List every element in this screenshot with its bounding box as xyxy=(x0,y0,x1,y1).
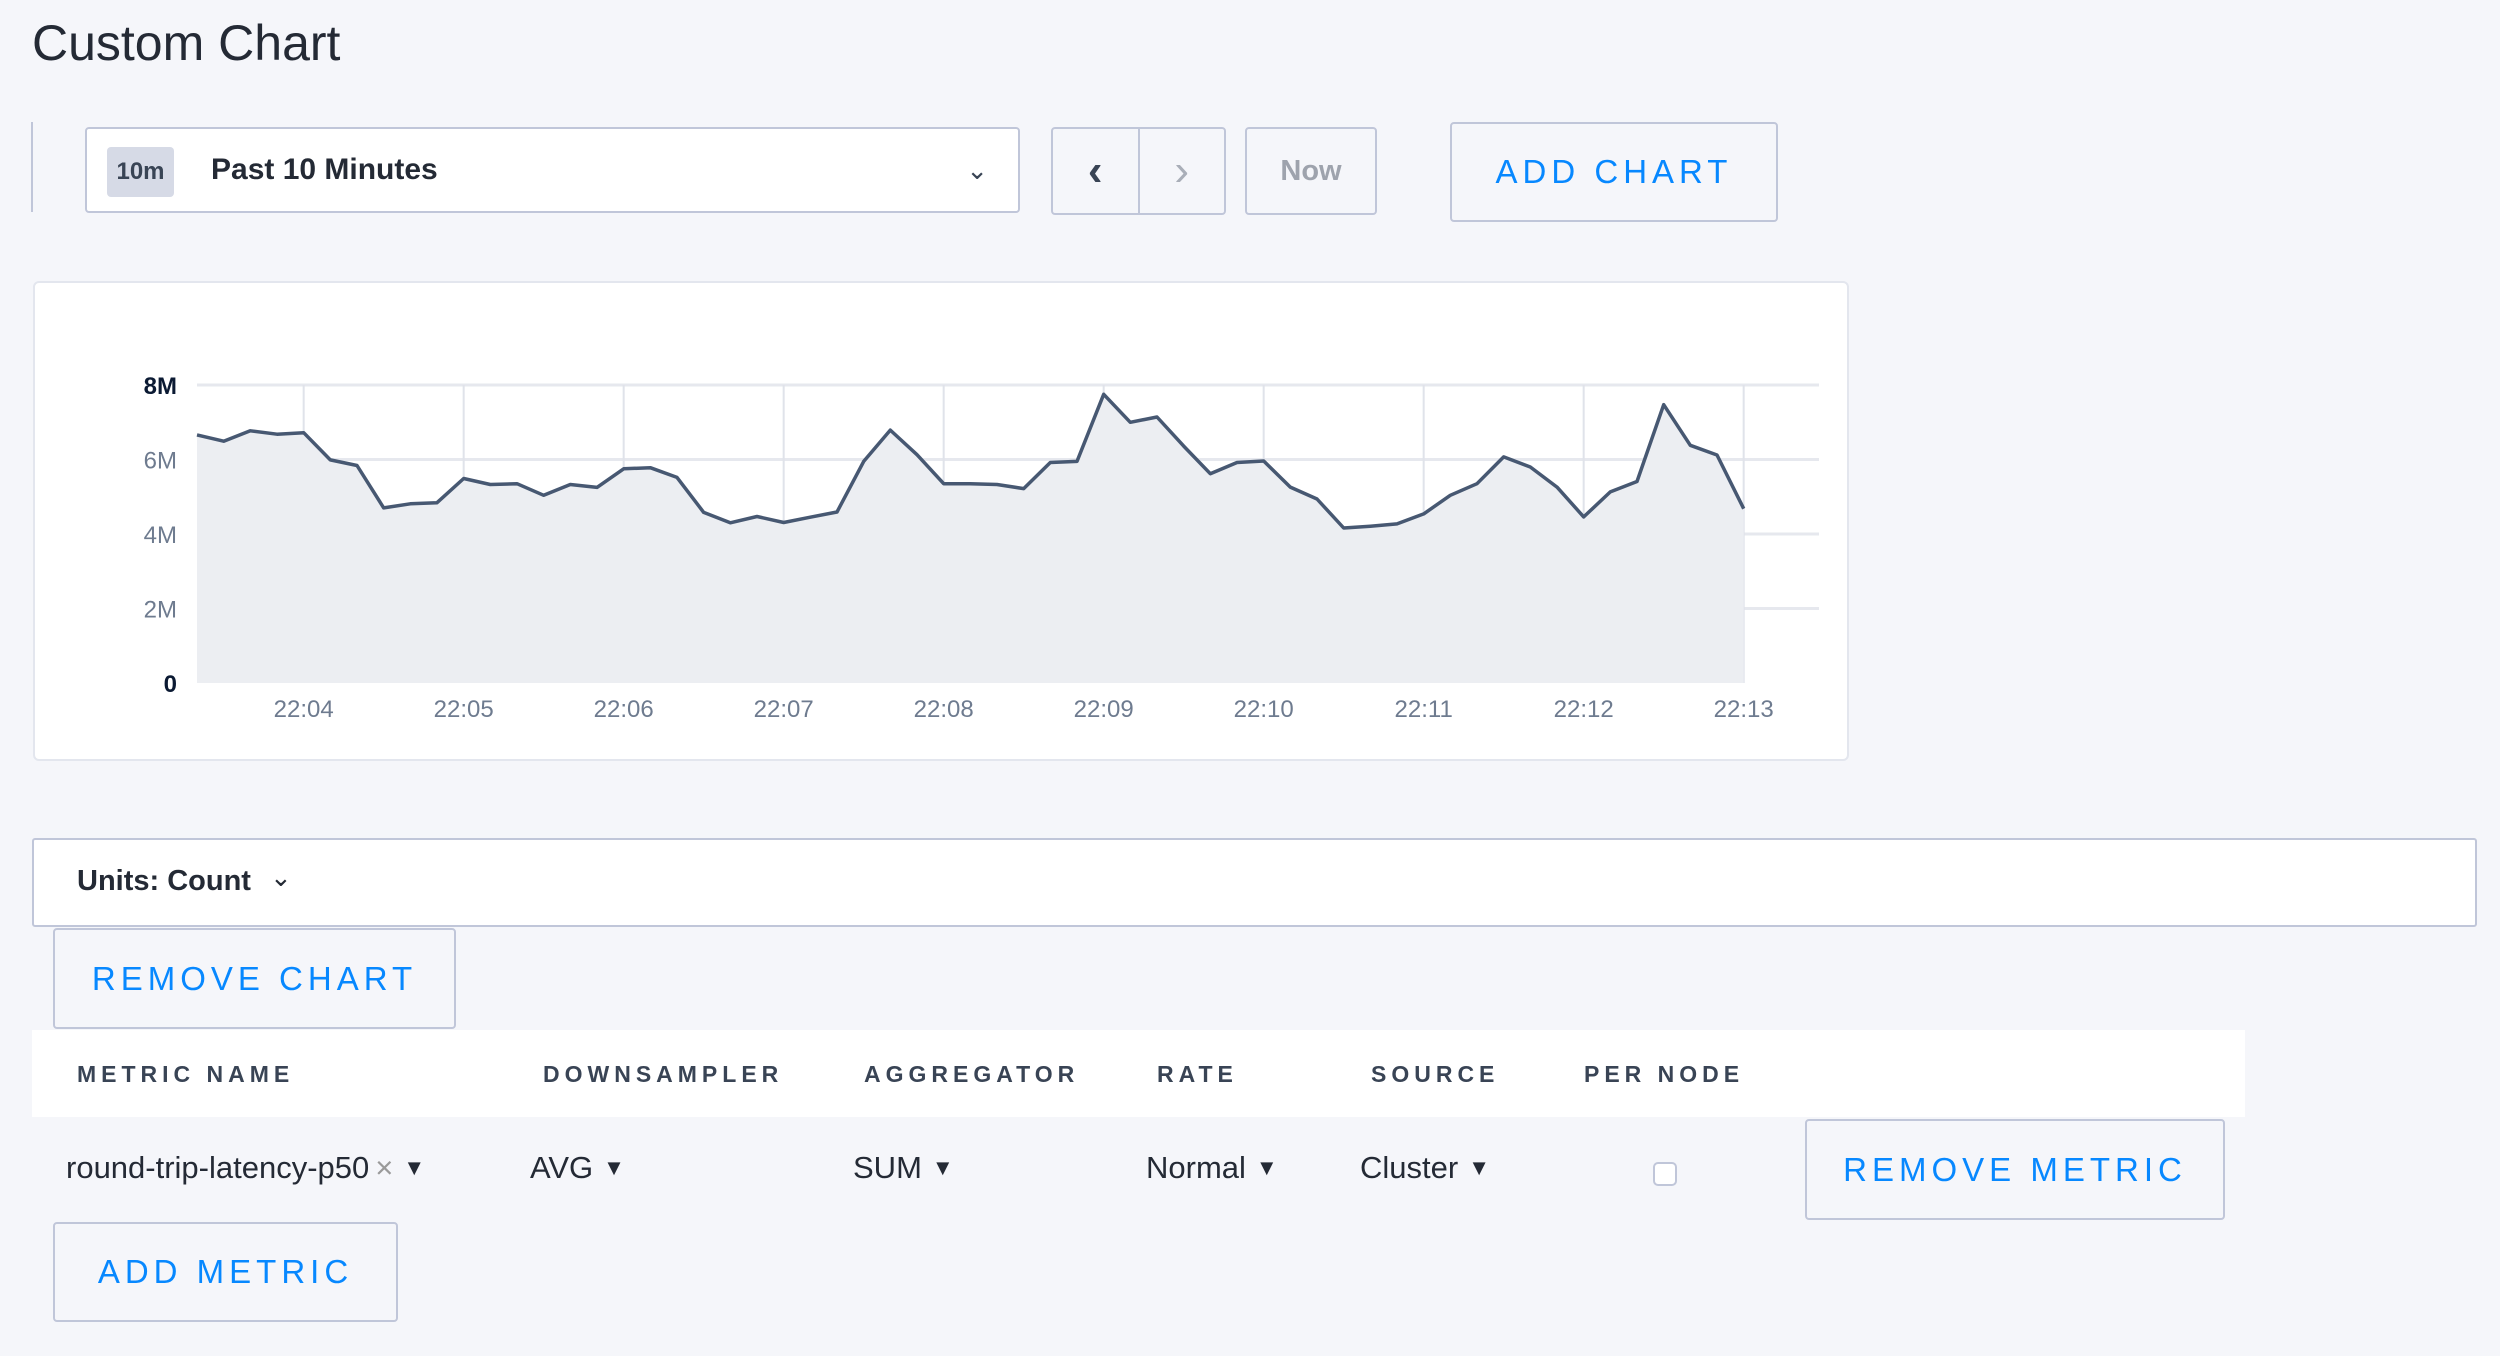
downsampler-select[interactable]: AVG ▼ xyxy=(530,1150,625,1186)
metric-name-select[interactable]: round-trip-latency-p50 × ▼ xyxy=(66,1150,425,1186)
time-range-dropdown[interactable]: 10m Past 10 Minutes ⌄ xyxy=(85,127,1020,213)
y-tick-label: 2M xyxy=(144,597,177,624)
x-tick-label: 22:04 xyxy=(274,696,334,723)
header-rate: RATE xyxy=(1157,1061,1238,1087)
remove-metric-button[interactable]: REMOVE METRIC xyxy=(1805,1119,2225,1220)
chevron-down-icon: ⌄ xyxy=(966,155,988,185)
divider xyxy=(31,122,33,212)
caret-down-icon: ▼ xyxy=(1468,1155,1490,1180)
x-tick-label: 22:07 xyxy=(754,696,814,723)
x-tick-label: 22:13 xyxy=(1714,696,1774,723)
units-dropdown[interactable]: Units: Count ⌄ xyxy=(32,838,2477,927)
source-select[interactable]: Cluster ▼ xyxy=(1360,1150,1490,1186)
header-source: SOURCE xyxy=(1371,1061,1500,1087)
add-metric-button[interactable]: ADD METRIC xyxy=(53,1222,398,1322)
caret-down-icon: ▼ xyxy=(1255,1155,1278,1180)
header-aggregator: AGGREGATOR xyxy=(864,1061,1080,1087)
units-label: Units: Count xyxy=(77,865,251,897)
aggregator-value: SUM xyxy=(853,1150,922,1185)
caret-down-icon: ▼ xyxy=(603,1155,625,1180)
range-badge: 10m xyxy=(107,147,174,197)
x-tick-label: 22:11 xyxy=(1395,696,1453,723)
metrics-table-header: METRIC NAME DOWNSAMPLER AGGREGATOR RATE … xyxy=(32,1030,2245,1117)
y-tick-label: 4M xyxy=(144,522,177,549)
header-metric-name: METRIC NAME xyxy=(77,1061,295,1087)
remove-chart-button[interactable]: REMOVE CHART xyxy=(53,928,456,1029)
y-tick-label: 0 xyxy=(164,671,177,698)
chevron-right-icon[interactable]: › xyxy=(1174,146,1190,195)
rate-value: Normal xyxy=(1146,1150,1246,1185)
x-tick-label: 22:09 xyxy=(1074,696,1134,723)
x-tick-label: 22:06 xyxy=(594,696,654,723)
aggregator-select[interactable]: SUM ▼ xyxy=(853,1150,954,1186)
now-button[interactable]: Now xyxy=(1245,127,1377,215)
header-per-node: PER NODE xyxy=(1584,1061,1745,1087)
downsampler-value: AVG xyxy=(530,1150,594,1185)
clear-icon[interactable]: × xyxy=(375,1150,394,1185)
x-tick-label: 22:08 xyxy=(914,696,974,723)
header-downsampler: DOWNSAMPLER xyxy=(543,1061,784,1087)
x-tick-label: 22:12 xyxy=(1554,696,1614,723)
chevron-left-icon[interactable]: ‹ xyxy=(1053,129,1140,213)
chart-card: 0 2M 4M 6M 8M 22:04 22:05 22:06 22:07 22:08 22:09 2… xyxy=(33,281,1849,761)
rate-select[interactable]: Normal ▼ xyxy=(1146,1150,1278,1186)
add-chart-button[interactable]: ADD CHART xyxy=(1450,122,1778,222)
x-tick-label: 22:05 xyxy=(434,696,494,723)
time-nav-group: ‹ › xyxy=(1051,127,1226,215)
source-value: Cluster xyxy=(1360,1150,1459,1185)
chevron-down-icon: ⌄ xyxy=(270,862,292,892)
area-fill xyxy=(197,394,1744,683)
caret-down-icon: ▼ xyxy=(931,1155,954,1180)
y-tick-label: 6M xyxy=(144,448,177,475)
x-tick-label: 22:10 xyxy=(1234,696,1294,723)
per-node-checkbox[interactable] xyxy=(1653,1162,1677,1186)
metric-name-value: round-trip-latency-p50 xyxy=(66,1150,370,1185)
area-chart: 0 2M 4M 6M 8M 22:04 22:05 22:06 22:07 22:08 22:09 2… xyxy=(144,373,1819,723)
caret-down-icon: ▼ xyxy=(403,1155,426,1180)
range-label: Past 10 Minutes xyxy=(211,153,438,186)
y-tick-label: 8M xyxy=(144,373,177,400)
page-title: Custom Chart xyxy=(32,15,341,71)
